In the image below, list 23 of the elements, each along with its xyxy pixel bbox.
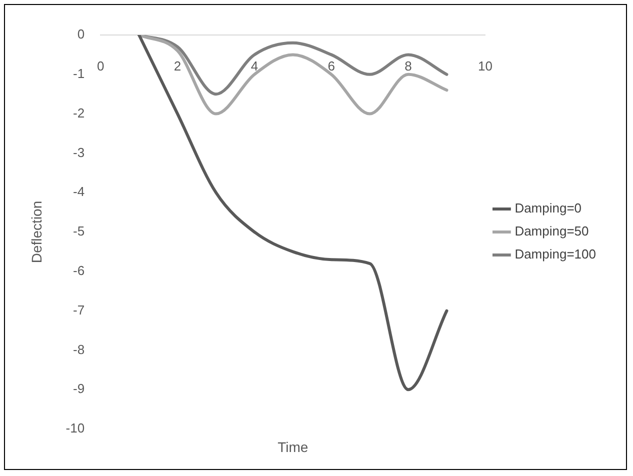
legend-label: Damping=50: [514, 224, 589, 239]
y-axis-title: Deflection: [28, 200, 44, 264]
y-tick-label: -3: [73, 144, 85, 160]
x-axis-title: Time: [278, 438, 308, 455]
x-tick-label: 10: [478, 58, 492, 74]
line-series: [138, 35, 448, 392]
x-tick-label: 2: [174, 58, 182, 74]
x-tick-label: 6: [328, 58, 335, 74]
y-tick-label: -9: [73, 381, 85, 396]
x-tick-label: 8: [404, 58, 412, 74]
y-tick-label: -7: [73, 302, 85, 318]
y-tick-label: -5: [73, 224, 85, 239]
x-tick-label: 4: [250, 58, 258, 74]
y-tick-label: -6: [73, 262, 85, 278]
x-tick-label: 0: [96, 58, 104, 74]
y-tick-label: -4: [73, 184, 85, 200]
y-tick-label: -10: [66, 420, 85, 436]
y-tick-label: -2: [73, 105, 85, 120]
y-tick-label: -8: [73, 342, 85, 357]
y-tick-label: 0: [77, 26, 85, 42]
legend-label: Damping=100: [514, 246, 596, 262]
legend-label: Damping=0: [514, 200, 582, 216]
y-tick-label: -1: [73, 66, 85, 81]
